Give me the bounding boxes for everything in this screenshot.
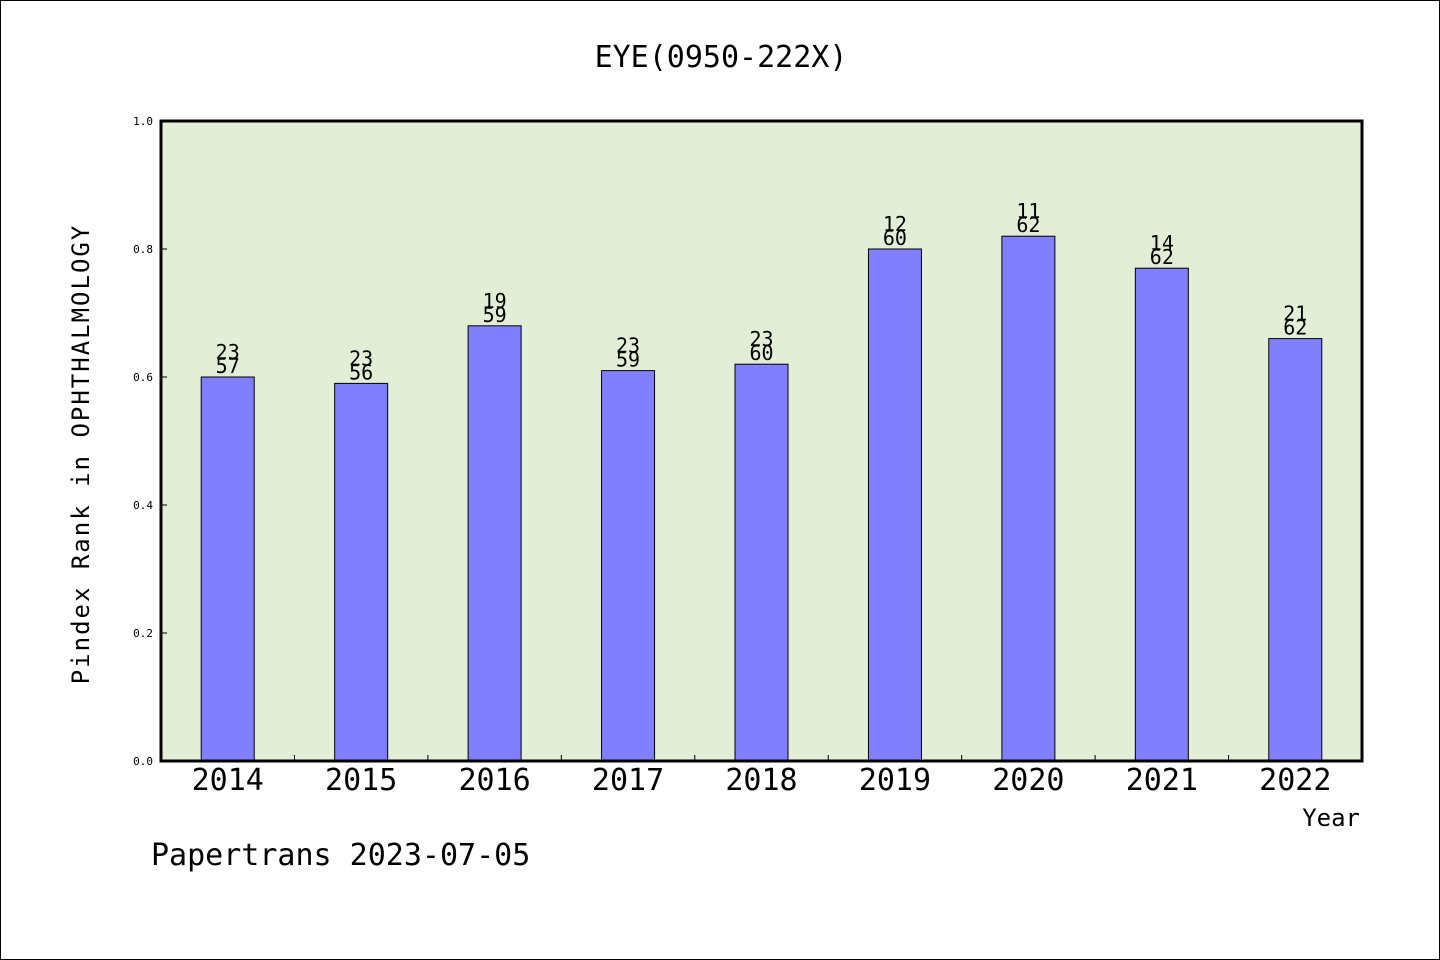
x-tick-label: 2020: [992, 763, 1064, 798]
bar-2016: [467, 325, 522, 762]
bar-2014: [200, 376, 255, 762]
bar-2021: [1134, 267, 1189, 762]
bar-rank-label: 19: [483, 289, 507, 313]
bar-rank-label: 23: [749, 327, 773, 351]
y-tick-label: 0.6: [133, 371, 153, 384]
bar-total-label: 62: [1150, 245, 1174, 269]
x-axis: 2014 2015 2016 2017 2018 2019 2020 2021 2022: [192, 755, 1331, 798]
bar-total-label: 62: [1016, 213, 1040, 237]
x-tick-label: 2019: [859, 763, 931, 798]
x-tick-label: 2021: [1126, 763, 1198, 798]
bar-total-label: 62: [1283, 316, 1307, 340]
bars-group: [200, 235, 1323, 762]
y-tick-label: 0.8: [133, 243, 153, 256]
bar-rank-label: 12: [883, 212, 907, 236]
x-tick-label: 2017: [592, 763, 664, 798]
x-tick-label: 2016: [458, 763, 530, 798]
bar-2015: [334, 382, 389, 762]
bar-rank-label: 14: [1150, 231, 1174, 255]
y-axis: 0.0 0.2 0.4 0.6 0.8 1.0: [133, 115, 167, 768]
x-tick-label: 2015: [325, 763, 397, 798]
bar-total-label: 59: [616, 348, 640, 372]
y-tick-label: 0.2: [133, 627, 153, 640]
bar-rank-label: 23: [349, 346, 373, 370]
bar-2018: [734, 363, 789, 762]
bar-2022: [1268, 338, 1323, 762]
x-axis-label: Year: [1302, 804, 1360, 832]
x-tick-label: 2014: [192, 763, 264, 798]
x-tick-label: 2022: [1259, 763, 1331, 798]
bar-rank-label: 21: [1283, 302, 1307, 326]
bar-rank-label: 23: [216, 340, 240, 364]
y-tick-label: 0.0: [133, 755, 153, 768]
bar-2020: [1001, 235, 1056, 762]
x-tick-label: 2018: [725, 763, 797, 798]
bar-rank-label: 11: [1016, 199, 1040, 223]
chart-title: EYE(0950-222X): [595, 40, 848, 75]
bar-rank-label: 23: [616, 334, 640, 358]
y-axis-label: Pindex Rank in OPHTHALMOLOGY: [67, 224, 95, 685]
bar-total-label: 59: [483, 303, 507, 327]
bar-2019: [867, 248, 922, 762]
bar-2017: [601, 370, 656, 762]
bar-total-label: 60: [883, 226, 907, 250]
bar-total-label: 60: [749, 341, 773, 365]
bar-total-label: 56: [349, 360, 373, 384]
y-tick-label: 1.0: [133, 115, 153, 128]
footer-credit: Papertrans 2023-07-05: [151, 838, 530, 873]
plot-border: [159, 119, 1364, 763]
bar-total-label: 57: [216, 354, 240, 378]
y-tick-label: 0.4: [133, 499, 153, 512]
